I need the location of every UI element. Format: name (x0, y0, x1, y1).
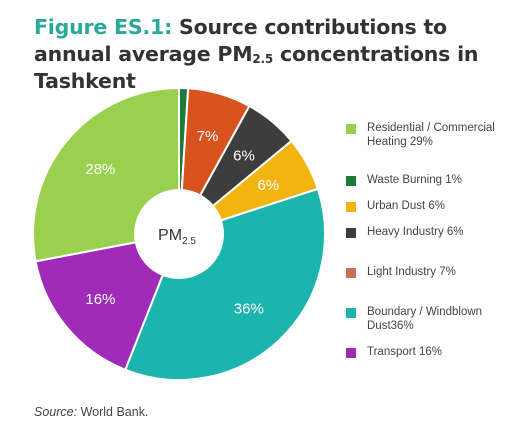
slice-labels: 7% 6%6% 36% 16% 28% (85, 128, 279, 317)
source-text: World Bank. (77, 405, 149, 419)
legend-label: Urban Dust 6% (367, 200, 445, 212)
chart-title: Figure ES.1: Source contributions to ann… (34, 14, 504, 95)
donut-hole (134, 189, 224, 279)
legend-swatch (346, 348, 356, 358)
legend-swatch (346, 228, 356, 238)
slice-label-5: 16% (85, 291, 115, 308)
pie-slice-5 (34, 232, 181, 372)
center-label-sub: 2.5 (182, 236, 196, 247)
legend-swatch (346, 268, 356, 278)
source-note: Source: World Bank. (34, 405, 148, 419)
slice-label-1: 7% (197, 128, 219, 145)
legend-swatch (346, 308, 356, 318)
slice-label-6: 28% (85, 161, 115, 178)
title-text-end: concentrations in Tashkent (34, 42, 479, 93)
legend-label: Transport 16% (367, 346, 442, 358)
figure-label: Figure ES.1: (34, 15, 173, 39)
source-label: Source: (34, 405, 78, 419)
legend-swatch (346, 124, 356, 134)
legend-swatch (346, 202, 356, 212)
legend-label: Heavy Industry 6% (367, 226, 464, 238)
title-text: Source contributions to annual average P… (34, 15, 447, 66)
slice-label-3: 6% (258, 177, 280, 194)
legend-swatch (346, 176, 356, 186)
center-label: PM2.5 (158, 227, 196, 247)
title-subscript: 2.5 (252, 52, 274, 66)
legend-label: Waste Burning 1% (367, 174, 462, 186)
slice-label-2: 6% (233, 147, 255, 164)
pie-slice-4 (123, 187, 326, 381)
center-label-main: PM (158, 227, 182, 244)
legend-label: Light Industry 7% (367, 266, 456, 278)
legend-label: Boundary / Windblown Dust36% (367, 306, 483, 332)
slice-label-4: 36% (234, 300, 264, 317)
legend-label: Residential / Commercial Heating 29% (367, 122, 495, 148)
